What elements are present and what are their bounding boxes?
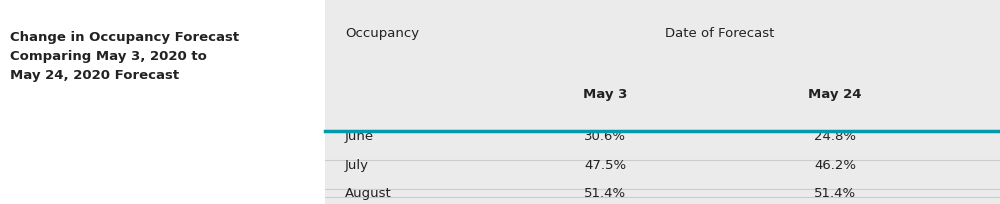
- Text: May 3: May 3: [583, 88, 627, 101]
- Text: July: July: [345, 159, 369, 172]
- Text: 46.2%: 46.2%: [814, 159, 856, 172]
- Text: 30.6%: 30.6%: [584, 130, 626, 143]
- Text: 47.5%: 47.5%: [584, 159, 626, 172]
- Text: 51.4%: 51.4%: [814, 187, 856, 200]
- Text: August: August: [345, 187, 392, 200]
- Text: 51.4%: 51.4%: [584, 187, 626, 200]
- Text: May 24: May 24: [808, 88, 862, 101]
- FancyBboxPatch shape: [325, 0, 1000, 204]
- Text: June: June: [345, 130, 374, 143]
- Text: Occupancy: Occupancy: [345, 27, 419, 40]
- Text: Change in Occupancy Forecast
Comparing May 3, 2020 to
May 24, 2020 Forecast: Change in Occupancy Forecast Comparing M…: [10, 31, 239, 82]
- Text: 24.8%: 24.8%: [814, 130, 856, 143]
- Text: Date of Forecast: Date of Forecast: [665, 27, 775, 40]
